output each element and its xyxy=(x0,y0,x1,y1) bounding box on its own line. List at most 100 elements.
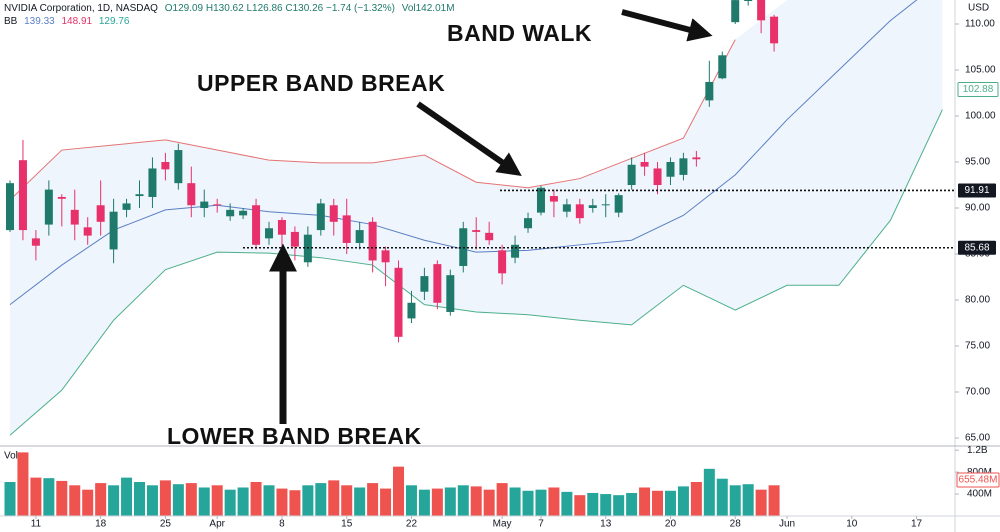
volume-bar xyxy=(470,486,482,516)
volume-bar xyxy=(237,487,249,516)
candle-body xyxy=(446,275,455,312)
bb-legend: BB 139.33 148.91 129.76 xyxy=(4,16,130,27)
candle-body xyxy=(666,162,675,177)
annotation: LOWER BAND BREAK xyxy=(167,423,422,449)
candle-body xyxy=(627,164,636,186)
candle-body xyxy=(329,205,338,222)
candle-body xyxy=(70,209,79,225)
candle-body xyxy=(433,264,442,303)
candle-body xyxy=(511,244,520,258)
candle-body xyxy=(265,228,274,239)
y-tick-label: 100.00 xyxy=(965,111,996,122)
candle-body xyxy=(5,183,14,231)
volume-bar xyxy=(276,488,288,516)
volume-bar xyxy=(729,485,741,516)
bb-lower: 129.76 xyxy=(99,16,130,27)
x-tick-label: 25 xyxy=(160,519,172,530)
y-tick-label: 105.00 xyxy=(965,65,996,76)
y-tick-label: 95.00 xyxy=(965,157,990,168)
volume-bar xyxy=(302,485,314,516)
candle-body xyxy=(213,204,222,206)
candle-body xyxy=(342,215,351,243)
candle-body xyxy=(498,250,507,274)
y-tick-label: 75.00 xyxy=(965,341,990,352)
candle-body xyxy=(18,160,27,231)
vol-tick-label: 1.2B xyxy=(967,445,988,456)
vol-tick-label: 800M xyxy=(967,467,992,478)
x-tick-label: 18 xyxy=(95,519,107,530)
candle-body xyxy=(757,0,766,21)
candle-body xyxy=(355,230,364,243)
x-tick-label: Apr xyxy=(209,519,225,530)
volume-bar xyxy=(522,490,534,516)
volume-bar xyxy=(561,491,573,516)
x-tick-label: 22 xyxy=(406,519,418,530)
candle-body xyxy=(290,231,299,247)
volume-bar xyxy=(354,487,366,516)
volume-bar xyxy=(380,488,392,516)
x-tick-label: 28 xyxy=(730,519,742,530)
y-tick-label: 90.00 xyxy=(965,203,990,214)
bb-label: BB xyxy=(4,16,18,27)
ohlc-values: O129.09 H130.62 L126.86 C130.26 −1.74 (−… xyxy=(165,3,395,14)
candle-body xyxy=(614,195,623,213)
volume-bar xyxy=(703,468,715,516)
volume-bar xyxy=(69,485,81,516)
candle-body xyxy=(588,205,597,209)
volume-bar xyxy=(134,482,146,516)
candle-body xyxy=(83,227,92,236)
band-label: 102.88 xyxy=(963,84,994,95)
candle-body xyxy=(148,168,157,197)
vol-tick-label: 400M xyxy=(967,489,992,500)
annotations: BAND WALK UPPER BAND BREAK LOWER BAND BR… xyxy=(167,9,713,449)
volume-bar xyxy=(198,487,210,516)
candle-body xyxy=(731,0,740,23)
volume-bar xyxy=(185,483,197,516)
candle-body xyxy=(96,205,105,222)
volume-bar xyxy=(405,485,417,516)
x-tick-label: 10 xyxy=(846,519,858,530)
y-tick-label: 70.00 xyxy=(965,387,990,398)
volume-bar xyxy=(159,480,171,516)
candle-body xyxy=(640,162,649,167)
volume-bar xyxy=(250,482,262,516)
x-tick-label: Jun xyxy=(779,519,795,530)
bb-basis: 139.33 xyxy=(24,16,55,27)
volume-bar xyxy=(418,489,430,516)
band-label-box xyxy=(957,82,999,98)
volume-bar xyxy=(211,485,223,516)
candle-body xyxy=(187,183,196,206)
volume-bar xyxy=(742,484,754,516)
volume-bar xyxy=(613,495,625,516)
candle-body xyxy=(381,250,390,263)
volume-bar xyxy=(677,486,689,516)
y-tick-label: 65.00 xyxy=(965,433,990,444)
volume-bars xyxy=(4,452,780,516)
annotation: UPPER BAND BREAK xyxy=(197,70,445,96)
candle-body xyxy=(485,232,494,241)
volume-bar xyxy=(82,489,94,516)
band-middle xyxy=(9,0,918,306)
volume-bar xyxy=(600,494,612,516)
x-tick-label: 7 xyxy=(538,519,544,530)
symbol-title: NVIDIA Corporation, 1D, NASDAQ xyxy=(4,3,158,14)
candle-body xyxy=(575,204,584,219)
volume-bar xyxy=(755,489,767,516)
candle-body xyxy=(239,210,248,216)
candle-body xyxy=(692,157,701,160)
volume-bar xyxy=(30,477,42,516)
volume-bar xyxy=(509,487,521,516)
volume-bar xyxy=(587,492,599,516)
candle-body xyxy=(122,203,131,210)
candle-body xyxy=(44,189,53,225)
x-tick-label: 20 xyxy=(665,519,677,530)
volume-bar xyxy=(457,485,469,516)
price-label-box xyxy=(958,240,996,255)
price-label: 85.68 xyxy=(964,242,989,253)
candle-body xyxy=(57,196,66,199)
volume-bar xyxy=(535,489,547,516)
candle-body xyxy=(368,221,377,261)
volume-bar xyxy=(108,485,120,516)
candle-body xyxy=(252,205,261,245)
x-tick-label: 11 xyxy=(31,519,42,530)
